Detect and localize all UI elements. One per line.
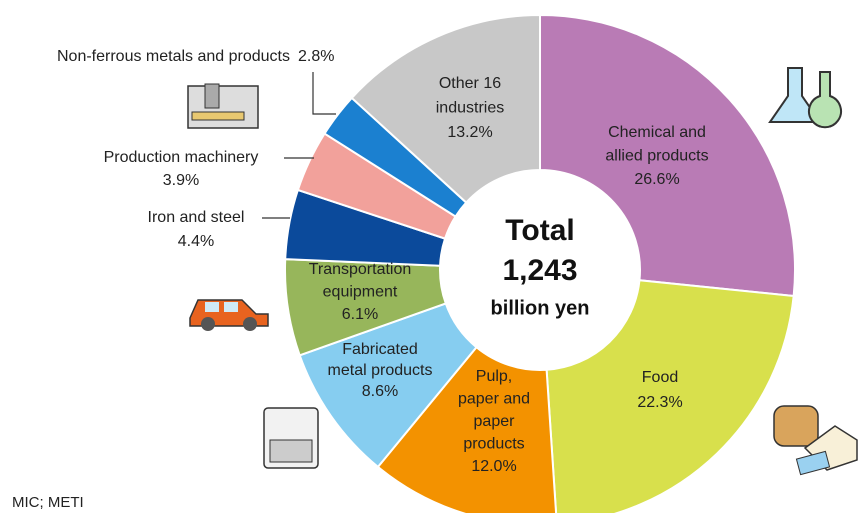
center-text: 1,243 — [502, 254, 577, 287]
source: MIC; METI — [12, 494, 84, 511]
value-label: 4.4% — [178, 233, 214, 250]
slice-label: Iron and steel — [148, 209, 245, 226]
value-label: 22.3% — [637, 394, 682, 411]
icon-flasks — [768, 67, 842, 129]
slice-label: Non-ferrous metals and products — [57, 48, 290, 65]
slice-label: equipment — [323, 284, 398, 301]
slice-label: paper — [474, 413, 516, 430]
slice-label: industries — [436, 100, 504, 117]
slice-label: Chemical and — [608, 124, 706, 141]
value-label: 6.1% — [342, 306, 378, 323]
slice-label: paper and — [458, 391, 530, 408]
value-label: 3.9% — [163, 172, 199, 189]
slice-label: Transportation — [309, 261, 412, 278]
value-label: 8.6% — [362, 383, 398, 400]
slice-label: metal products — [328, 362, 433, 379]
value-label: 2.8% — [298, 48, 334, 65]
center-text: Total — [505, 214, 574, 247]
value-label: 26.6% — [634, 171, 679, 188]
slice-label: products — [463, 436, 524, 453]
slice-label: Other 16 — [439, 75, 501, 92]
value-label: 13.2% — [447, 124, 492, 141]
leader-line — [312, 72, 336, 115]
slice-label: Fabricated — [342, 341, 418, 358]
slice-label: Pulp, — [476, 368, 512, 385]
icon-car — [189, 299, 269, 331]
icon-heater — [263, 407, 319, 469]
slice-label: allied products — [605, 148, 708, 165]
value-label: 12.0% — [471, 458, 516, 475]
donut-slice — [350, 13, 541, 204]
slice-label: Production machinery — [104, 149, 259, 166]
center-text: billion yen — [491, 297, 590, 319]
icon-food — [773, 405, 858, 476]
donut-slice — [376, 345, 558, 513]
icon-machine — [187, 83, 259, 129]
slice-label: Food — [642, 369, 678, 386]
donut-hole — [441, 171, 639, 369]
donut-slice — [539, 13, 796, 298]
donut-slice — [545, 279, 795, 513]
